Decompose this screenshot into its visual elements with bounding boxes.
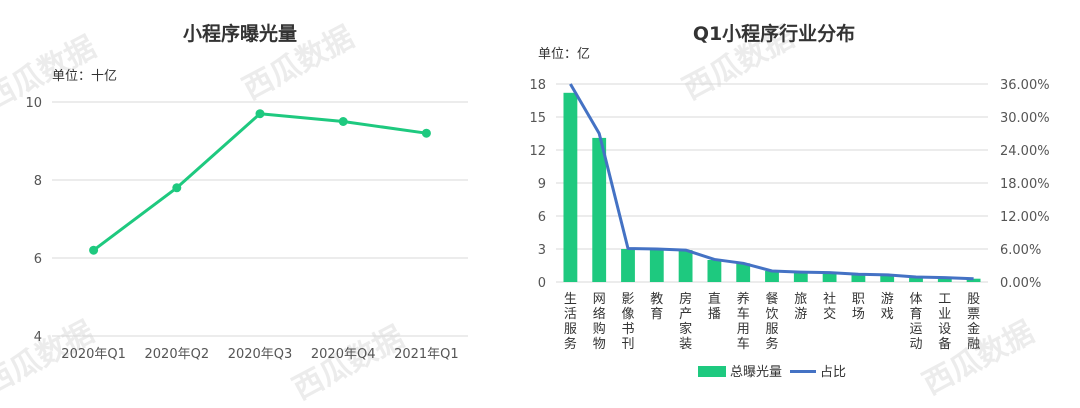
left-data-point — [172, 183, 182, 193]
legend-label-line: 占比 — [820, 365, 846, 380]
right-share-line-path — [569, 83, 974, 281]
right-right-tick-label: 18.00% — [1000, 177, 1050, 192]
right-bar — [822, 273, 837, 282]
right-right-tick-label: 0.00% — [1000, 276, 1041, 291]
right-x-tick-label: 职场 — [852, 292, 865, 322]
left-chart-unit-label: 单位：十亿 — [52, 69, 117, 84]
right-bar — [851, 274, 866, 282]
right-chart-title: Q1小程序行业分布 — [693, 22, 855, 45]
watermark-text: 西瓜数据 — [287, 320, 409, 407]
right-bar — [563, 92, 578, 282]
right-bar — [937, 277, 952, 282]
left-x-tick-label: 2020年Q3 — [228, 347, 293, 362]
right-bar — [880, 275, 895, 282]
right-left-tick-label: 15 — [529, 111, 546, 126]
legend-label-bar: 总曝光量 — [730, 365, 782, 380]
left-x-tick-label: 2021年Q1 — [394, 347, 459, 362]
left-y-ticks: 4 6 8 10 — [25, 96, 42, 345]
right-x-tick-label: 旅游 — [794, 292, 807, 322]
right-bar — [736, 263, 751, 282]
right-x-tick-label: 房产家装 — [679, 291, 692, 352]
left-x-tick-label: 2020年Q4 — [311, 347, 376, 362]
right-right-axis-ticks: 0.00% 6.00% 12.00% 18.00% 24.00% 30.00% 36.00% — [1000, 78, 1050, 291]
left-grid — [52, 101, 468, 337]
right-bar — [592, 137, 607, 282]
left-data-point — [421, 128, 431, 138]
left-chart-title: 小程序曝光量 — [183, 22, 297, 45]
right-x-tick-label: 教育 — [650, 291, 663, 322]
right-bar — [649, 249, 664, 282]
right-x-tick-label: 体育运动 — [909, 292, 922, 352]
legend-swatch-bar — [698, 366, 726, 377]
right-bar — [678, 250, 693, 282]
right-chart-unit-label: 单位：亿 — [538, 47, 590, 62]
right-left-tick-label: 18 — [529, 78, 546, 93]
left-data-point — [338, 117, 348, 126]
right-left-tick-label: 12 — [529, 144, 546, 159]
right-right-tick-label: 30.00% — [1000, 111, 1050, 126]
right-x-tick-label: 餐饮服务 — [765, 291, 778, 352]
right-x-tick-label: 社交 — [823, 291, 836, 322]
right-x-tick-label: 直播 — [708, 292, 721, 322]
left-y-tick-label: 4 — [34, 330, 42, 345]
right-left-tick-label: 3 — [538, 243, 546, 258]
right-bar — [966, 278, 981, 282]
right-grid — [556, 83, 988, 283]
right-x-tick-label: 游戏 — [881, 292, 894, 322]
left-y-tick-label: 10 — [25, 96, 42, 111]
right-combo-chart: Q1小程序行业分布 单位：亿 0 3 6 9 12 15 18 0.00% 6.00% 12.0… — [529, 22, 1049, 380]
right-left-tick-label: 9 — [538, 177, 546, 192]
right-left-tick-label: 6 — [538, 210, 546, 225]
left-data-point — [89, 245, 99, 255]
right-right-tick-label: 6.00% — [1000, 243, 1041, 258]
right-right-tick-label: 36.00% — [1000, 78, 1050, 93]
right-bar — [793, 272, 808, 282]
right-share-line — [569, 83, 974, 281]
right-right-tick-label: 12.00% — [1000, 210, 1050, 225]
right-bars — [563, 92, 981, 282]
right-left-tick-label: 0 — [538, 276, 546, 291]
right-x-tick-label: 工业设备 — [938, 292, 951, 352]
left-x-tick-label: 2020年Q1 — [61, 347, 126, 362]
right-bar — [707, 260, 722, 282]
left-line-chart: 小程序曝光量 单位：十亿 4 6 8 10 2020年Q1 2020年Q2 2020年Q3… — [25, 22, 468, 362]
right-right-tick-label: 24.00% — [1000, 144, 1050, 159]
right-left-axis-ticks: 0 3 6 9 12 15 18 — [529, 78, 546, 291]
left-y-tick-label: 6 — [34, 252, 42, 267]
left-data-point — [255, 109, 265, 119]
right-legend: 总曝光量 占比 — [698, 365, 846, 380]
right-x-tick-label: 生活服务 — [564, 292, 577, 352]
right-x-tick-label: 养车用车 — [737, 291, 750, 352]
left-series-line — [92, 112, 427, 252]
left-y-tick-label: 8 — [34, 174, 42, 189]
right-x-tick-label: 网络购物 — [593, 292, 606, 352]
right-x-tick-label: 股票金融 — [967, 292, 980, 352]
left-x-tick-label: 2020年Q2 — [145, 347, 210, 362]
right-bar — [765, 271, 779, 282]
right-bar — [909, 277, 923, 282]
right-x-tick-label: 影像书刊 — [621, 292, 634, 352]
left-x-ticks: 2020年Q1 2020年Q2 2020年Q3 2020年Q4 2021年Q1 — [61, 347, 458, 362]
right-bar — [621, 249, 635, 282]
left-series — [89, 109, 431, 255]
